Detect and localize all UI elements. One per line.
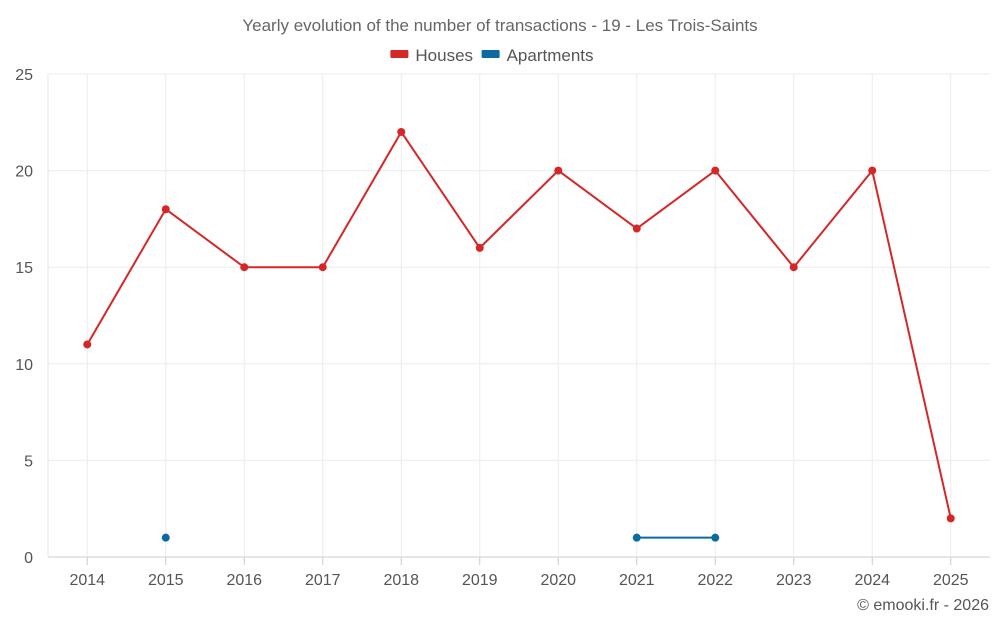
legend-item-houses: Houses [390, 46, 473, 65]
data-point-houses [946, 514, 955, 523]
x-tick-label: 2022 [697, 572, 733, 589]
x-tick-label: 2016 [226, 572, 262, 589]
series-houses [83, 127, 955, 523]
series-apartments [161, 533, 720, 542]
data-point-houses [554, 166, 563, 175]
x-tick-label: 2019 [462, 572, 498, 589]
data-point-houses [711, 166, 720, 175]
x-tick-label: 2025 [933, 572, 969, 589]
x-tick-label: 2014 [69, 572, 105, 589]
y-tick-label: 10 [15, 357, 33, 374]
y-tick-label: 5 [24, 453, 33, 470]
data-point-houses [475, 243, 484, 252]
x-tick-label: 2023 [776, 572, 812, 589]
data-point-apartments [632, 533, 641, 542]
x-tick-label: 2021 [619, 572, 655, 589]
data-point-houses [397, 127, 406, 136]
series-layer [83, 127, 955, 542]
x-tick-label: 2015 [148, 572, 184, 589]
x-tick-label: 2024 [854, 572, 890, 589]
y-tick-label: 0 [24, 550, 33, 567]
data-point-houses [83, 340, 92, 349]
y-tick-label: 20 [15, 164, 33, 181]
y-tick-label: 25 [15, 67, 33, 84]
legend-item-apartments: Apartments [481, 46, 594, 65]
credit-text: © emooki.fr - 2026 [857, 597, 989, 614]
data-point-houses [632, 224, 641, 233]
legend-swatch [481, 50, 500, 58]
y-tick-label: 15 [15, 260, 33, 277]
grid [47, 73, 990, 558]
data-point-houses [318, 263, 327, 272]
x-tick-label: 2017 [305, 572, 341, 589]
legend-swatch [390, 50, 409, 58]
legend: Houses Apartments [390, 46, 594, 65]
legend-label: Apartments [507, 46, 594, 65]
series-line-houses [86, 130, 952, 519]
data-point-apartments [711, 533, 720, 542]
x-tick-label: 2020 [540, 572, 576, 589]
data-point-houses [789, 263, 798, 272]
data-point-houses [240, 263, 249, 272]
chart-title: Yearly evolution of the number of transa… [242, 16, 757, 35]
data-point-houses [161, 205, 170, 214]
data-point-apartments [161, 533, 170, 542]
x-tick-label: 2018 [383, 572, 419, 589]
data-point-houses [868, 166, 877, 175]
legend-label: Houses [415, 46, 473, 65]
